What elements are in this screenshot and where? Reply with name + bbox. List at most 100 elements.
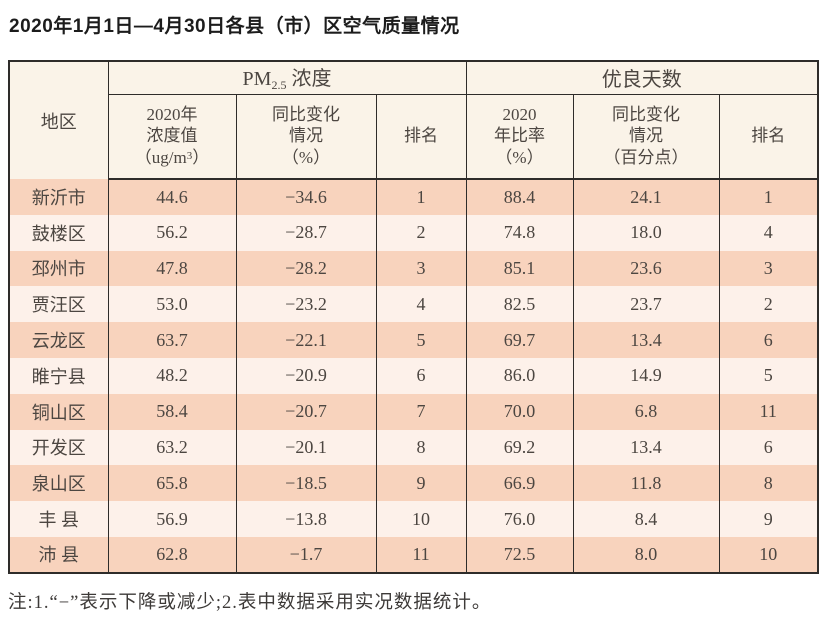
cell-good-rank: 5: [718, 357, 819, 394]
cell-pm25-rank: 7: [375, 393, 467, 430]
cell-pm25-rank: 10: [375, 501, 467, 537]
table-row: 丰 县 56.9 −13.8 10 76.0 8.4 9: [8, 501, 819, 537]
cell-region: 铜山区: [8, 393, 109, 430]
cell-pm25-rank: 4: [375, 286, 467, 323]
cell-good-ratio: 86.0: [465, 357, 574, 394]
header-sub-row: 2020年 浓度值 （ug/m3） 同比变化 情况 （%） 排名 2020 年比…: [9, 94, 819, 180]
cell-good-ratio: 66.9: [465, 465, 574, 502]
pm25-label-pre: PM: [242, 68, 272, 91]
header-good-change-line3: （百分点）: [603, 148, 689, 168]
cell-region: 沛 县: [8, 536, 109, 573]
cell-good-rank: 8: [718, 465, 819, 502]
table-row: 邳州市 47.8 −28.2 3 85.1 23.6 3: [8, 250, 819, 287]
cell-pm25-change: −13.8: [235, 501, 377, 537]
cell-good-change: 24.1: [572, 179, 720, 215]
table-row: 铜山区 58.4 −20.7 7 70.0 6.8 11: [8, 393, 819, 430]
cell-pm25-change: −23.2: [235, 286, 377, 323]
pm25-label-sub: 2.5: [271, 78, 287, 93]
header-good-ratio-line1: 2020: [502, 104, 537, 124]
cell-good-change: 6.8: [572, 393, 720, 430]
table-header: 地区 PM2.5 浓度 优良天数 2020年 浓度值 （ug/m3） 同比变化 情…: [8, 61, 819, 180]
cell-good-rank: 3: [718, 250, 819, 287]
cell-good-ratio: 82.5: [465, 286, 574, 323]
cell-region: 新沂市: [8, 179, 109, 215]
cell-good-rank: 10: [718, 536, 819, 573]
cell-good-rank: 2: [718, 286, 819, 323]
cell-pm25-change: −28.7: [235, 214, 377, 251]
cell-pm25-value: 47.8: [107, 250, 237, 287]
cell-good-ratio: 76.0: [465, 501, 574, 537]
pm25-label-post: 浓度: [291, 68, 332, 91]
cell-region: 云龙区: [8, 322, 109, 358]
cell-pm25-value: 44.6: [107, 179, 237, 215]
cell-good-ratio: 69.2: [465, 429, 574, 466]
table-row: 沛 县 62.8 −1.7 11 72.5 8.0 10: [8, 536, 819, 573]
cell-good-change: 13.4: [572, 322, 720, 358]
cell-good-ratio: 85.1: [465, 250, 574, 287]
header-good-change-line2: 情况: [629, 126, 663, 146]
header-pm25-value-line2: 浓度值: [146, 126, 198, 146]
cell-good-change: 14.9: [572, 357, 720, 394]
cell-pm25-value: 62.8: [107, 536, 237, 573]
cell-pm25-change: −28.2: [235, 250, 377, 287]
cell-pm25-change: −22.1: [235, 322, 377, 358]
cell-good-ratio: 72.5: [465, 536, 574, 573]
cell-pm25-rank: 3: [375, 250, 467, 287]
cell-good-ratio: 88.4: [465, 179, 574, 215]
table-row: 开发区 63.2 −20.1 8 69.2 13.4 6: [8, 429, 819, 466]
air-quality-table: 地区 PM2.5 浓度 优良天数 2020年 浓度值 （ug/m3） 同比变化 情…: [8, 60, 820, 574]
cell-pm25-value: 63.2: [107, 429, 237, 466]
unit-sup: 3: [186, 150, 193, 163]
cell-good-ratio: 70.0: [465, 393, 574, 430]
header-pm25-value-line3: （ug/m3）: [109, 147, 236, 169]
footnote: 注:1.“−”表示下降或减少;2.表中数据采用实况数据统计。: [8, 593, 492, 613]
cell-pm25-value: 48.2: [107, 357, 237, 394]
cell-good-rank: 6: [718, 429, 819, 466]
cell-region: 开发区: [8, 429, 109, 466]
header-pm25-change-line1: 同比变化: [272, 104, 340, 124]
cell-pm25-value: 65.8: [107, 465, 237, 502]
header-good-ratio-line3: （%）: [495, 148, 544, 168]
table-row: 贾汪区 53.0 −23.2 4 82.5 23.7 2: [8, 286, 819, 323]
cell-region: 邳州市: [8, 250, 109, 287]
table-row: 睢宁县 48.2 −20.9 6 86.0 14.9 5: [8, 357, 819, 394]
cell-good-change: 13.4: [572, 429, 720, 466]
cell-good-change: 18.0: [572, 214, 720, 251]
cell-pm25-change: −20.9: [235, 357, 377, 394]
cell-good-ratio: 74.8: [465, 214, 574, 251]
header-pm25-rank: 排名: [375, 94, 467, 180]
header-group-pm25: PM2.5 浓度: [107, 61, 467, 95]
cell-good-rank: 4: [718, 214, 819, 251]
cell-pm25-change: −34.6: [235, 179, 377, 215]
cell-pm25-change: −20.1: [235, 429, 377, 466]
cell-pm25-change: −1.7: [235, 536, 377, 573]
cell-pm25-value: 53.0: [107, 286, 237, 323]
cell-pm25-rank: 5: [375, 322, 467, 358]
cell-pm25-rank: 9: [375, 465, 467, 502]
header-pm25-change: 同比变化 情况 （%）: [235, 94, 377, 180]
cell-region: 贾汪区: [8, 286, 109, 323]
cell-good-rank: 11: [718, 393, 819, 430]
cell-region: 丰 县: [8, 501, 109, 537]
cell-pm25-value: 56.9: [107, 501, 237, 537]
header-good-change-line1: 同比变化: [612, 104, 680, 124]
cell-pm25-value: 58.4: [107, 393, 237, 430]
header-good-ratio-line2: 年比率: [494, 126, 545, 146]
cell-good-change: 23.7: [572, 286, 720, 323]
cell-good-rank: 9: [718, 501, 819, 537]
header-pm25-value-line1: 2020年: [146, 104, 198, 124]
cell-pm25-rank: 11: [375, 536, 467, 573]
page-title: 2020年1月1日—4月30日各县（市）区空气质量情况: [9, 16, 460, 37]
table-row: 泉山区 65.8 −18.5 9 66.9 11.8 8: [8, 465, 819, 502]
header-group-row: 地区 PM2.5 浓度 优良天数: [8, 61, 819, 179]
header-region: 地区: [8, 61, 109, 179]
header-group-good-days: 优良天数: [465, 61, 819, 95]
cell-pm25-rank: 1: [375, 179, 467, 215]
table-row: 鼓楼区 56.2 −28.7 2 74.8 18.0 4: [8, 214, 819, 251]
cell-good-change: 8.0: [572, 536, 720, 573]
header-pm25-value: 2020年 浓度值 （ug/m3）: [107, 94, 237, 180]
header-pm25-change-line3: （%）: [281, 148, 331, 168]
table-row: 新沂市 44.6 −34.6 1 88.4 24.1 1: [8, 179, 819, 215]
cell-pm25-rank: 6: [375, 357, 467, 394]
unit-pre: （ug/m: [134, 148, 187, 168]
